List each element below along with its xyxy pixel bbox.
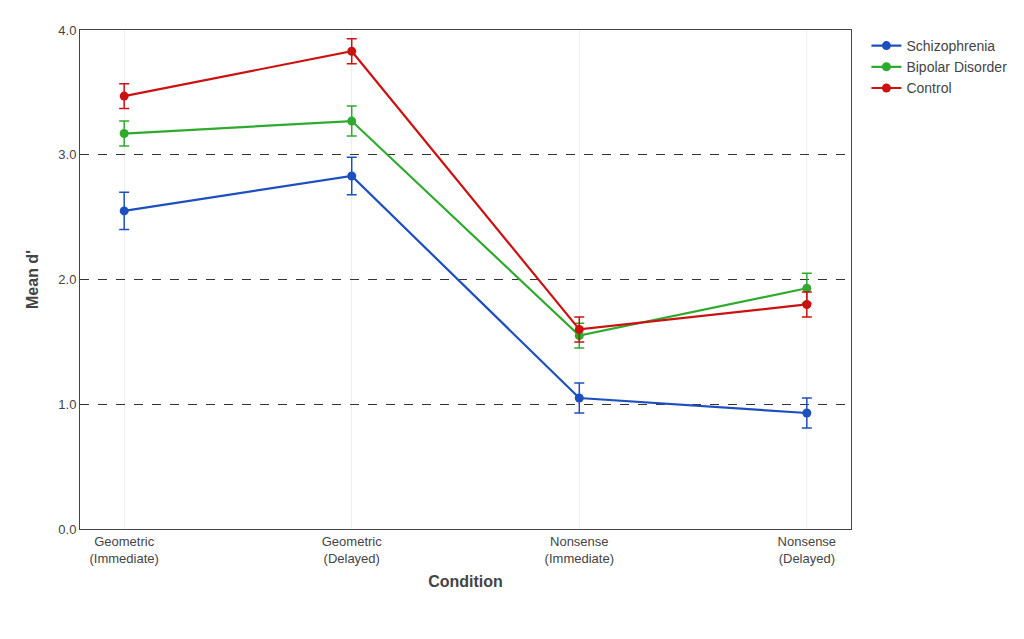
svg-text:2.0: 2.0 bbox=[58, 272, 76, 287]
svg-text:1.0: 1.0 bbox=[58, 397, 76, 412]
svg-text:Nonsense(Delayed): Nonsense(Delayed) bbox=[778, 534, 837, 566]
svg-text:4.0: 4.0 bbox=[58, 23, 76, 38]
svg-text:0.0: 0.0 bbox=[58, 522, 76, 537]
svg-text:Control: Control bbox=[906, 80, 951, 96]
svg-text:Geometric(Immediate): Geometric(Immediate) bbox=[90, 534, 159, 566]
svg-text:Mean d': Mean d' bbox=[24, 250, 41, 309]
svg-text:Bipolar Disorder: Bipolar Disorder bbox=[906, 59, 1007, 75]
svg-text:Nonsense(Immediate): Nonsense(Immediate) bbox=[545, 534, 614, 566]
svg-text:Geometric(Delayed): Geometric(Delayed) bbox=[322, 534, 382, 566]
svg-text:Schizophrenia: Schizophrenia bbox=[906, 38, 995, 54]
svg-text:3.0: 3.0 bbox=[58, 147, 76, 162]
svg-text:Condition: Condition bbox=[428, 573, 503, 590]
